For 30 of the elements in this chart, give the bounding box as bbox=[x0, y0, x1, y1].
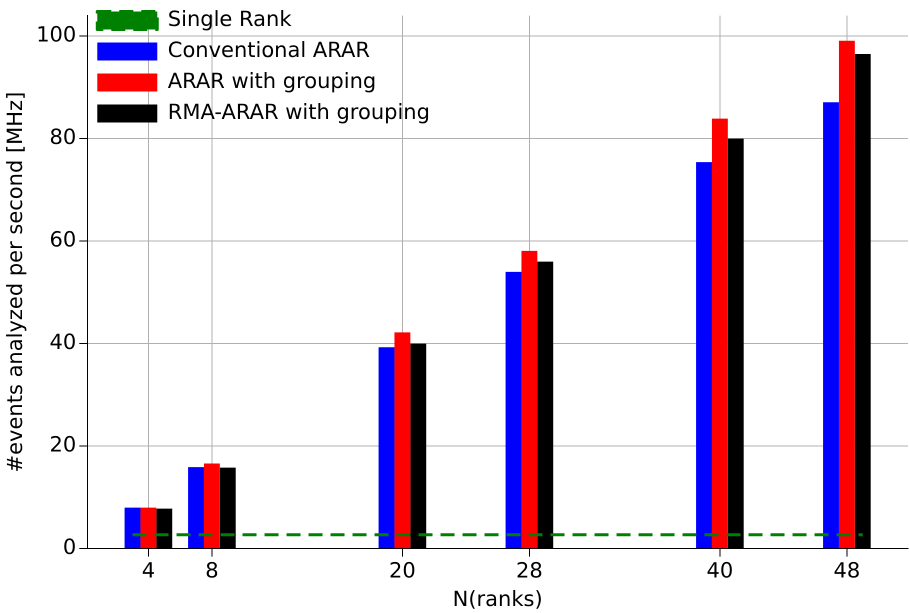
x-tick-label: 48 bbox=[834, 558, 860, 583]
y-tick-label: 60 bbox=[50, 228, 76, 252]
y-axis-title: #events analyzed per second [MHz] bbox=[3, 92, 28, 472]
bar bbox=[823, 102, 839, 548]
bar bbox=[838, 40, 855, 548]
bar bbox=[712, 118, 728, 548]
legend-label: RMA-ARAR with grouping bbox=[168, 100, 430, 124]
legend-label: ARAR with grouping bbox=[168, 68, 376, 93]
y-tick-label: 0 bbox=[62, 535, 76, 560]
legend-label: Single Rank bbox=[168, 6, 292, 31]
y-tick-label: 20 bbox=[50, 432, 76, 457]
x-tick-label: 40 bbox=[706, 558, 734, 583]
bar bbox=[140, 508, 156, 548]
x-tick-label: 4 bbox=[142, 558, 156, 583]
bar bbox=[188, 467, 204, 548]
bar bbox=[378, 347, 394, 548]
bar bbox=[204, 464, 220, 548]
y-tick-label: 40 bbox=[50, 330, 76, 354]
bar bbox=[696, 162, 712, 548]
x-tick-label: 20 bbox=[389, 558, 416, 583]
x-tick-label: 28 bbox=[516, 558, 543, 583]
bar bbox=[506, 272, 522, 548]
bar bbox=[124, 508, 140, 548]
x-axis-title: N(ranks) bbox=[452, 586, 543, 611]
bar bbox=[521, 250, 538, 548]
y-tick-label: 100 bbox=[36, 22, 76, 47]
bar bbox=[394, 332, 410, 548]
legend-label: Conventional ARAR bbox=[168, 38, 370, 62]
x-tick-label: 8 bbox=[205, 558, 219, 583]
y-tick-label: 80 bbox=[50, 125, 76, 150]
